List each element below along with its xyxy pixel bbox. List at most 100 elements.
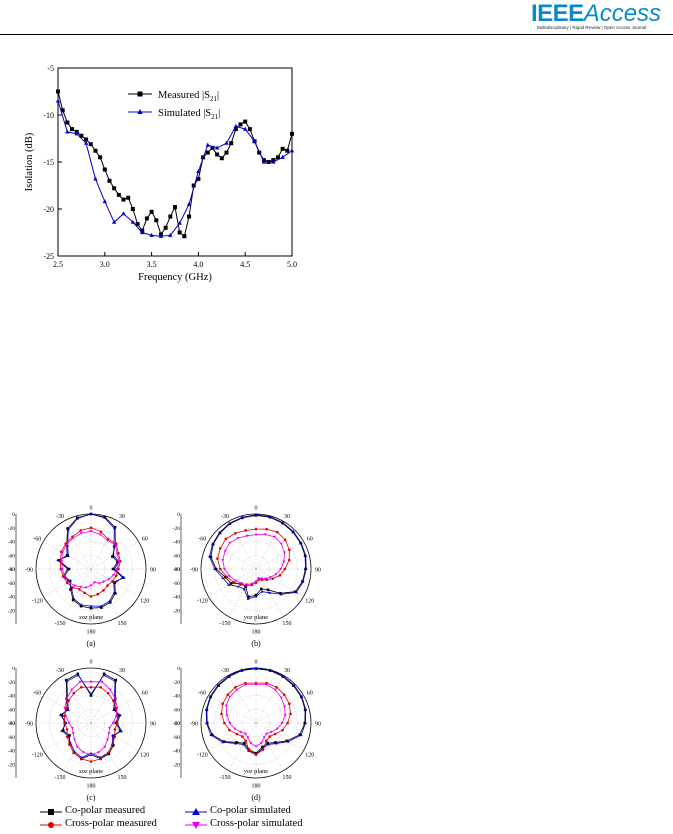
polar-data-point [59,713,62,716]
polar-data-point [112,567,116,571]
polar-data-point [113,526,117,529]
polar-data-point [279,592,282,595]
polar-data-point [78,680,82,684]
polar-data-point [247,748,251,751]
polar-grid-circle [77,555,105,583]
polar-data-point [281,728,284,732]
polar-data-point [266,741,269,745]
polar-data-point [225,714,229,717]
polar-data-point [283,567,287,571]
plane-label-axis: xoz [78,768,88,775]
polar-data-point [213,567,217,571]
angle-label: -30 [56,514,64,520]
angle-label: -120 [32,753,43,759]
polar-data-point [89,595,93,598]
data-point [112,186,117,191]
data-point [271,159,276,164]
polar-legend: Co-polar measured Co-polar simulated Cro… [40,805,330,834]
angle-label: 150 [283,621,292,627]
legend-label-end: | [217,90,219,101]
polar-data-point [228,575,231,578]
polar-data-point [268,591,272,594]
polar-data-point [228,521,231,525]
polar-data-point [275,685,278,689]
data-point [290,131,294,136]
series-line [57,100,293,237]
data-point [243,119,248,124]
polar-data-point [115,721,119,725]
polar-data-point [98,533,102,537]
polar-data-point [211,542,214,545]
y-tick-label: -15 [43,158,54,167]
data-point [140,230,145,235]
y-axis-label: Isolation (dB) [24,132,35,191]
data-point [158,233,164,238]
polar-data-point [304,721,307,725]
data-point [149,209,154,214]
polar-data-point [228,721,232,725]
angle-label: 60 [142,691,148,697]
polar-grid-spoke [255,675,284,724]
data-point [275,155,280,160]
polar-data-point [235,741,238,744]
polar-data-point [113,697,117,701]
logo-tagline: Multidisciplinary | Rapid Review | Open … [537,25,647,30]
polar-data-point [279,696,283,700]
polar-data-point [80,685,83,689]
polar-grid-circle [77,709,105,737]
data-point [130,207,135,211]
polar-data-point [89,692,93,696]
polar-data-point [261,745,264,749]
polar-data-point [65,707,69,711]
polar-data-point [63,706,67,710]
radial-tick-label: -80 [173,721,180,727]
angle-label: -150 [55,621,66,627]
polar-data-point [67,699,70,702]
polar-data-point [254,527,258,531]
plane-label-word: plane [252,768,268,775]
polar-grid-spoke [228,722,257,771]
data-point [196,176,201,181]
angle-label: -150 [220,621,231,627]
plane-label-word: plane [87,768,103,775]
data-point [126,195,131,200]
polar-data-point [292,530,295,533]
data-point [205,142,210,147]
polar-data-point [115,567,119,571]
polar-data-point [228,695,232,699]
radial-tick-label: -60 [173,707,180,713]
legend-label: Measured |S21| [158,90,219,103]
isolation-chart: 2.5 3.0 3.5 4.0 4.5 5.0 -5 -10 -15 -20 -25 Frequenc… [24,64,297,283]
polar-data-point [97,751,101,754]
polar-data-point [103,745,107,749]
angle-label: 0 [255,660,258,666]
polar-data-point [286,721,289,725]
data-point [102,199,107,204]
header-rule [0,34,673,35]
legend-subscript: 21 [210,95,218,103]
data-point [247,127,252,132]
polar-data-point [102,672,106,676]
polar-data-point [281,674,285,678]
polar-data-point [234,741,238,745]
polar-data-point [57,559,61,562]
polar-data-point [299,541,303,544]
polar-data-point [65,543,69,547]
polar-data-point [262,736,266,739]
data-point [191,183,196,188]
data-point [55,98,61,103]
radial-tick-label: -80 [8,567,15,573]
polar-data-point [208,694,212,698]
polar-data-point [254,683,258,687]
polar-data-point [221,740,225,744]
polar-data-point [70,726,74,730]
polar-data-point [66,527,69,530]
data-point [144,216,149,221]
angle-label: -120 [32,599,43,605]
polar-data-point [237,584,240,588]
polar-data-point [254,666,258,670]
data-point [56,89,60,94]
radial-tick-label: -60 [173,553,180,559]
radial-tick-label: -60 [8,735,15,741]
polar-data-point [99,604,103,608]
